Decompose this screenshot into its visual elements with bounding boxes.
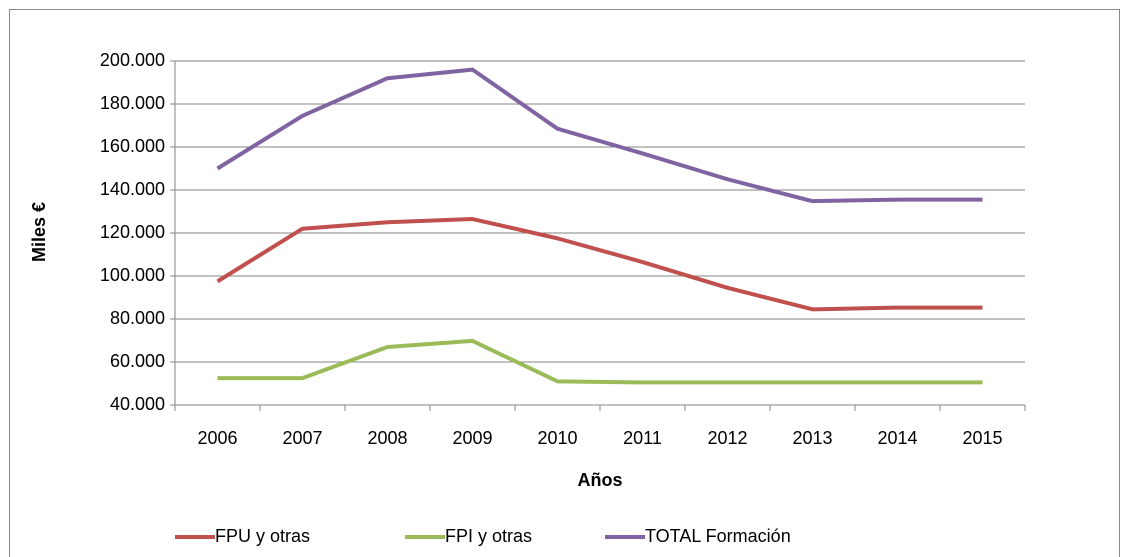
x-tick-label: 2015 [962, 428, 1002, 448]
y-tick-label: 180.000 [100, 93, 165, 113]
chart-frame [9, 9, 1120, 557]
x-tick-label: 2014 [877, 428, 917, 448]
legend-label: FPU y otras [215, 526, 310, 546]
x-tick-label: 2007 [282, 428, 322, 448]
series-line [216, 217, 983, 312]
y-tick-label: 120.000 [100, 222, 165, 242]
x-tick-label: 2012 [707, 428, 747, 448]
x-tick-label: 2011 [623, 428, 662, 448]
series-line [217, 338, 983, 385]
x-tick-label: 2010 [537, 428, 577, 448]
y-tick-label: 60.000 [110, 351, 165, 371]
y-tick-label: 40.000 [110, 394, 165, 414]
x-axis-title: Años [578, 470, 623, 490]
y-tick-label: 200.000 [100, 50, 165, 70]
y-axis-title: Miles € [29, 202, 49, 262]
x-tick-label: 2009 [452, 428, 492, 448]
legend-label: FPI y otras [445, 526, 532, 546]
y-tick-label: 80.000 [110, 308, 165, 328]
y-tick-label: 100.000 [100, 265, 165, 285]
x-tick-label: 2008 [367, 428, 407, 448]
y-tick-label: 140.000 [100, 179, 165, 199]
legend-label: TOTAL Formación [645, 526, 791, 546]
x-tick-label: 2013 [792, 428, 832, 448]
series-line [216, 67, 983, 204]
y-tick-label: 160.000 [100, 136, 165, 156]
x-tick-label: 2006 [197, 428, 237, 448]
